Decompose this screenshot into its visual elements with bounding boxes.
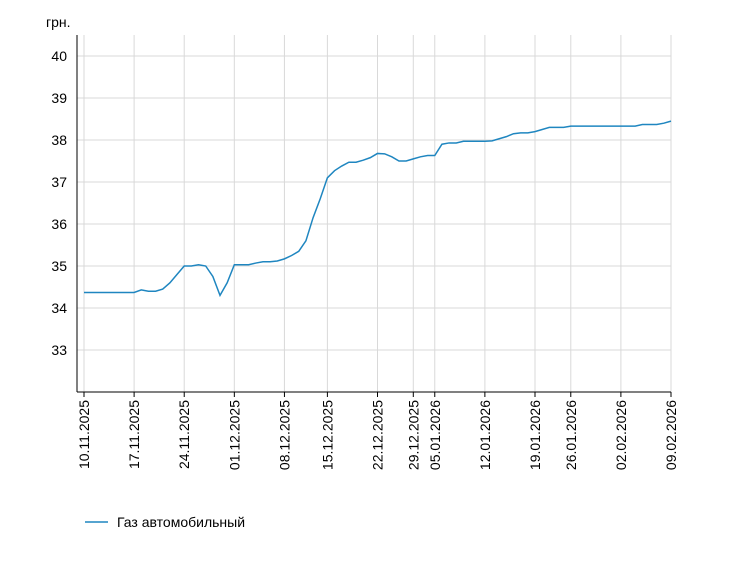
y-tick-label: 38	[51, 132, 67, 148]
x-tick-label: 01.12.2025	[226, 400, 242, 470]
legend-label: Газ автомобильный	[117, 514, 245, 530]
x-tick-label: 12.01.2026	[477, 400, 493, 470]
x-tick-label: 26.01.2026	[563, 400, 579, 470]
y-tick-label: 33	[51, 342, 67, 358]
x-tick-label: 05.01.2026	[427, 400, 443, 470]
y-tick-label: 39	[51, 90, 67, 106]
x-tick-label: 17.11.2025	[126, 400, 142, 469]
y-tick-label: 37	[51, 174, 67, 190]
x-tick-label: 02.02.2026	[613, 400, 629, 470]
y-tick-label: 40	[51, 48, 67, 64]
x-tick-label: 29.12.2025	[405, 400, 421, 470]
x-tick-label: 19.01.2026	[527, 400, 543, 470]
legend: Газ автомобильный	[85, 514, 245, 530]
line-series	[84, 120, 672, 298]
y-axis-unit: грн.	[46, 14, 71, 30]
x-tick-label: 24.11.2025	[176, 400, 192, 469]
x-tick-label: 09.02.2026	[663, 400, 679, 470]
y-tick-label: 36	[51, 216, 67, 232]
plot-area: 33 34 35 36 37 38 39 40 10.11.2025 17.11.2025 24.1…	[51, 35, 679, 470]
x-tick-label: 22.12.2025	[370, 400, 386, 470]
x-tick-label: 15.12.2025	[319, 400, 335, 470]
x-tick-label: 08.12.2025	[276, 400, 292, 470]
y-tick-label: 35	[51, 258, 67, 274]
x-tick-label: 10.11.2025	[76, 400, 92, 469]
y-tick-label: 34	[51, 300, 67, 316]
